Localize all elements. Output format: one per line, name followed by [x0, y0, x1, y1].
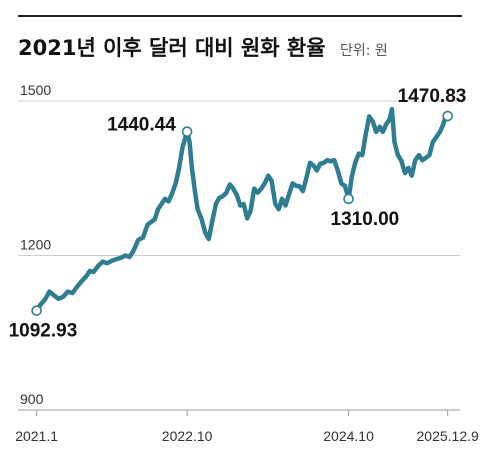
top-rule — [18, 15, 462, 17]
y-tick-label: 900 — [20, 391, 44, 407]
chart-title: 2021년 이후 달러 대비 원화 환율 — [18, 36, 326, 60]
annotation-label: 1470.83 — [398, 86, 467, 107]
x-tick-label: 2024.10 — [323, 428, 374, 444]
y-axis: 900 1200 1500 — [20, 82, 51, 407]
annotations: 1092.93 1440.44 1310.00 1470.83 — [9, 86, 467, 342]
x-tick-label: 2021.1 — [15, 428, 58, 444]
y-tick-label: 1500 — [20, 82, 51, 98]
y-tick-label: 1200 — [20, 237, 51, 253]
series — [34, 106, 450, 313]
annotation-point — [31, 305, 42, 316]
unit-label: 단위: 원 — [340, 43, 388, 59]
annotation-label: 1092.93 — [9, 321, 78, 342]
annotation-label: 1440.44 — [107, 115, 176, 136]
annotation-point — [343, 193, 354, 205]
exchange-rate-line — [34, 106, 450, 313]
x-tick-label: 2025.12.9 — [417, 428, 479, 444]
annotation-label: 1310.00 — [331, 209, 400, 230]
x-axis: 2021.1 2022.10 2024.10 2025.12.9 — [15, 410, 479, 444]
annotation-point — [442, 110, 453, 122]
grid — [18, 100, 460, 411]
annotation-point — [181, 126, 193, 137]
x-tick-label: 2022.10 — [162, 428, 213, 444]
